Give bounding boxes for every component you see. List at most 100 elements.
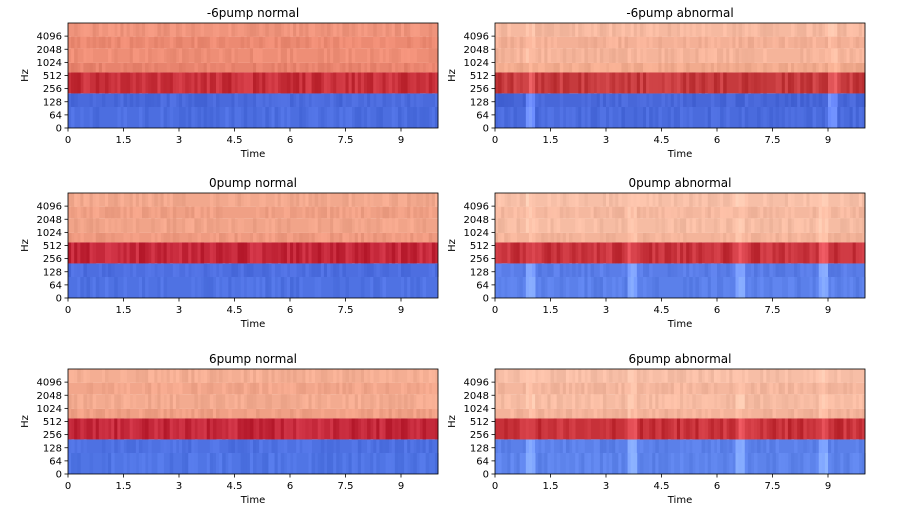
spectrogram-cell <box>840 242 844 264</box>
spectrogram-cell <box>280 48 285 63</box>
spectrogram-cell <box>360 394 365 409</box>
spectrogram-cell <box>553 218 558 233</box>
spectrogram-cell <box>495 48 499 63</box>
spectrogram-cell <box>277 62 282 73</box>
spectrogram-cell <box>834 48 838 63</box>
spectrogram-cell <box>253 369 257 383</box>
spectrogram-cell <box>615 408 619 419</box>
spectrogram-cell <box>200 93 205 107</box>
x-tick-label: 1.5 <box>543 481 559 492</box>
spectrogram-cell <box>701 394 706 409</box>
spectrogram-cell <box>713 453 718 474</box>
spectrogram-cell <box>191 408 195 419</box>
spectrogram-cell <box>809 418 813 440</box>
spectrogram-cell <box>299 232 303 243</box>
spectrogram-cell <box>584 36 588 49</box>
spectrogram-cell <box>268 36 272 49</box>
spectrogram-cell <box>216 23 220 37</box>
spectrogram-cell <box>621 107 625 128</box>
spectrogram-cell <box>160 206 164 219</box>
spectrogram-cell <box>206 36 211 49</box>
spectrogram-cell <box>565 107 570 128</box>
spectrogram-cell <box>547 206 551 219</box>
spectrogram-cell <box>327 193 331 207</box>
spectrogram-cell <box>532 232 536 243</box>
spectrogram-cell <box>314 382 319 395</box>
spectrogram-cell <box>787 277 792 298</box>
spectrogram-cell <box>726 93 730 107</box>
spectrogram-cell <box>587 93 591 107</box>
spectrogram-cell <box>74 218 78 233</box>
spectrogram-cell <box>565 242 570 264</box>
spectrogram-cell <box>584 277 588 298</box>
spectrogram-cell <box>812 232 817 243</box>
spectrogram-cell <box>132 72 137 94</box>
y-tick-label: 512 <box>470 241 489 252</box>
spectrogram-cell <box>732 439 736 453</box>
spectrogram-cell <box>431 48 436 63</box>
spectrogram-cell <box>569 232 573 243</box>
spectrogram-cell <box>80 36 84 49</box>
spectrogram-cell <box>434 93 439 107</box>
spectrogram-cell <box>609 369 613 383</box>
spectrogram-cell <box>370 62 374 73</box>
spectrogram-cell <box>861 48 866 63</box>
spectrogram-cell <box>169 394 174 409</box>
spectrogram-cell <box>680 48 684 63</box>
spectrogram-cell <box>627 72 632 94</box>
spectrogram-cell <box>135 48 140 63</box>
spectrogram-cell <box>339 242 343 264</box>
spectrogram-cell <box>528 263 533 277</box>
spectrogram-cell <box>701 408 706 419</box>
spectrogram-cell <box>686 263 690 277</box>
spectrogram-cell <box>280 242 285 264</box>
spectrogram-cell <box>194 48 198 63</box>
spectrogram-cell <box>391 218 396 233</box>
spectrogram-cell <box>689 206 693 219</box>
spectrogram-cell <box>191 263 195 277</box>
spectrogram-cell <box>95 206 100 219</box>
spectrogram-cell <box>397 72 402 94</box>
spectrogram-cell <box>410 453 414 474</box>
spectrogram-cell <box>784 382 789 395</box>
spectrogram-cell <box>262 382 266 395</box>
spectrogram-cell <box>302 263 306 277</box>
y-tick-label: 2048 <box>464 391 489 402</box>
spectrogram-cell <box>710 107 715 128</box>
spectrogram-cell <box>200 394 205 409</box>
spectrogram-cell <box>547 48 551 63</box>
spectrogram-cell <box>265 394 269 409</box>
spectrogram-cell <box>80 218 84 233</box>
spectrogram-cell <box>602 439 607 453</box>
spectrogram-cell <box>692 23 696 37</box>
spectrogram-cell <box>562 369 567 383</box>
spectrogram-cell <box>234 418 238 440</box>
spectrogram-cell <box>624 72 628 94</box>
spectrogram-cell <box>117 36 121 49</box>
spectrogram-cell <box>732 193 736 207</box>
spectrogram-cell <box>428 48 433 63</box>
spectrogram-cell <box>646 263 650 277</box>
spectrogram-cell <box>364 382 368 395</box>
spectrogram-cell <box>522 48 527 63</box>
spectrogram-cell <box>689 394 693 409</box>
spectrogram-cell <box>126 439 131 453</box>
spectrogram-cell <box>194 62 198 73</box>
spectrogram-cell <box>750 218 755 233</box>
spectrogram-cell <box>587 453 591 474</box>
spectrogram-cell <box>191 206 195 219</box>
spectrogram-cell <box>71 453 75 474</box>
spectrogram-cell <box>757 242 761 264</box>
spectrogram-cell <box>111 218 115 233</box>
y-tick-label: 64 <box>49 110 62 121</box>
spectrogram-cell <box>525 218 530 233</box>
spectrogram-cell <box>846 453 850 474</box>
spectrogram-cell <box>720 232 724 243</box>
spectrogram-cell <box>794 72 798 94</box>
spectrogram-cell <box>407 277 411 298</box>
spectrogram-cell <box>209 382 214 395</box>
spectrogram-cell <box>317 232 322 243</box>
spectrogram-cell <box>569 62 573 73</box>
spectrogram-cell <box>596 206 601 219</box>
spectrogram-cell <box>135 206 140 219</box>
